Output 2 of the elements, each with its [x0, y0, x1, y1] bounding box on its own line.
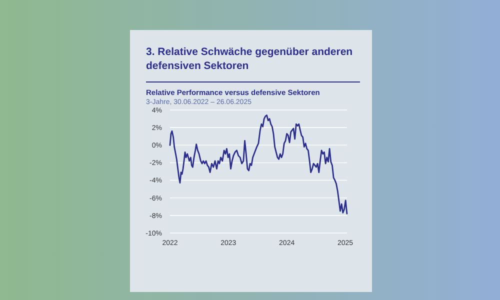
line-series — [169, 114, 348, 214]
chart-title: 3. Relative Schwäche gegenüber anderen defensiven Sektoren — [146, 46, 353, 72]
